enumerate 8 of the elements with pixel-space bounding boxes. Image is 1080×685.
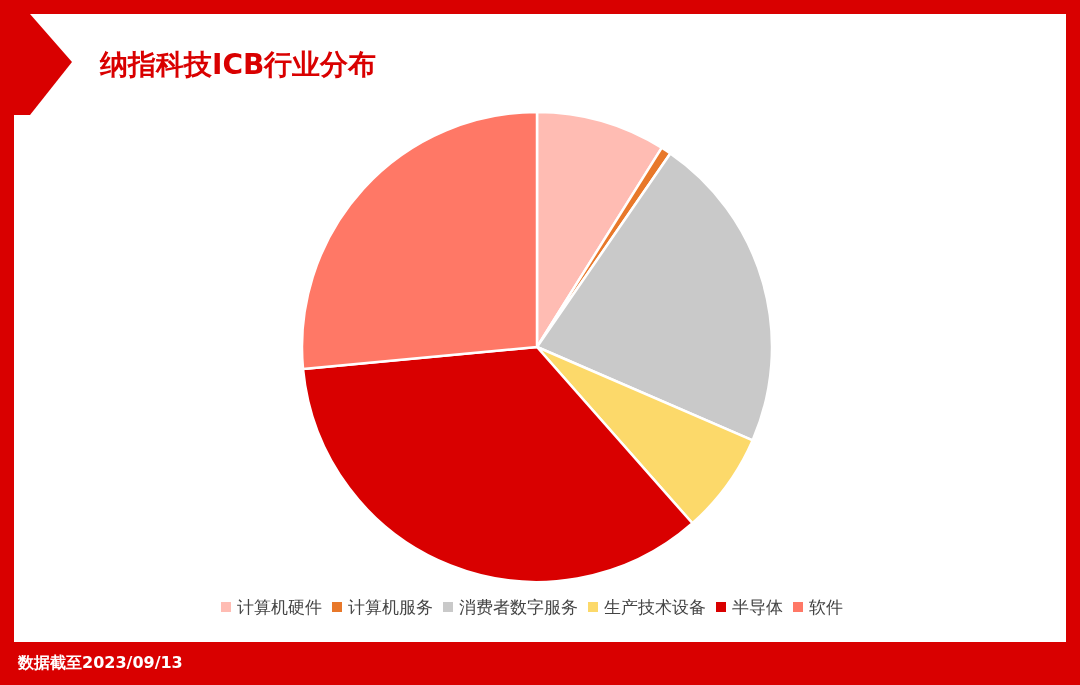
text: 数据截至2023/09/13 [17, 653, 183, 672]
legend-label: 消费者数字服务 [459, 597, 578, 617]
legend-label: 计算机服务 [348, 597, 433, 617]
chart-title: 纳指科技ICB行业分布 [99, 48, 377, 81]
legend-label: 计算机硬件 [237, 597, 322, 617]
legend-label: 生产技术设备 [604, 597, 706, 617]
legend-label: 软件 [809, 597, 843, 617]
legend-label: 半导体 [732, 597, 783, 617]
